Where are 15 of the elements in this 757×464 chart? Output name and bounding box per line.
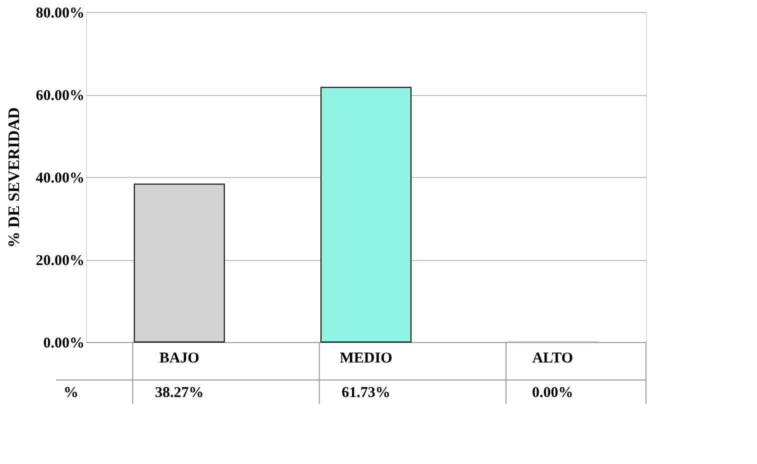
data-label: 0.00% bbox=[532, 385, 574, 401]
data-label: 61.73% bbox=[342, 385, 390, 401]
y-tick-label: 20.00% bbox=[36, 253, 84, 269]
text: % bbox=[64, 385, 78, 401]
y-axis-title: % DE SEVERIDAD bbox=[6, 107, 23, 248]
y-tick-label: 0.00% bbox=[43, 336, 84, 352]
y-tick-label: 80.00% bbox=[36, 6, 84, 22]
x-tick-label: ALTO bbox=[532, 350, 574, 366]
x-tick-label: BAJO bbox=[159, 350, 200, 366]
x-tick-label: MEDIO bbox=[340, 350, 392, 366]
y-tick-label: 60.00% bbox=[36, 88, 84, 104]
bar bbox=[320, 86, 412, 342]
data-label: 38.27% bbox=[154, 385, 204, 401]
bar bbox=[134, 184, 225, 342]
y-tick-label: 40.00% bbox=[36, 170, 84, 186]
